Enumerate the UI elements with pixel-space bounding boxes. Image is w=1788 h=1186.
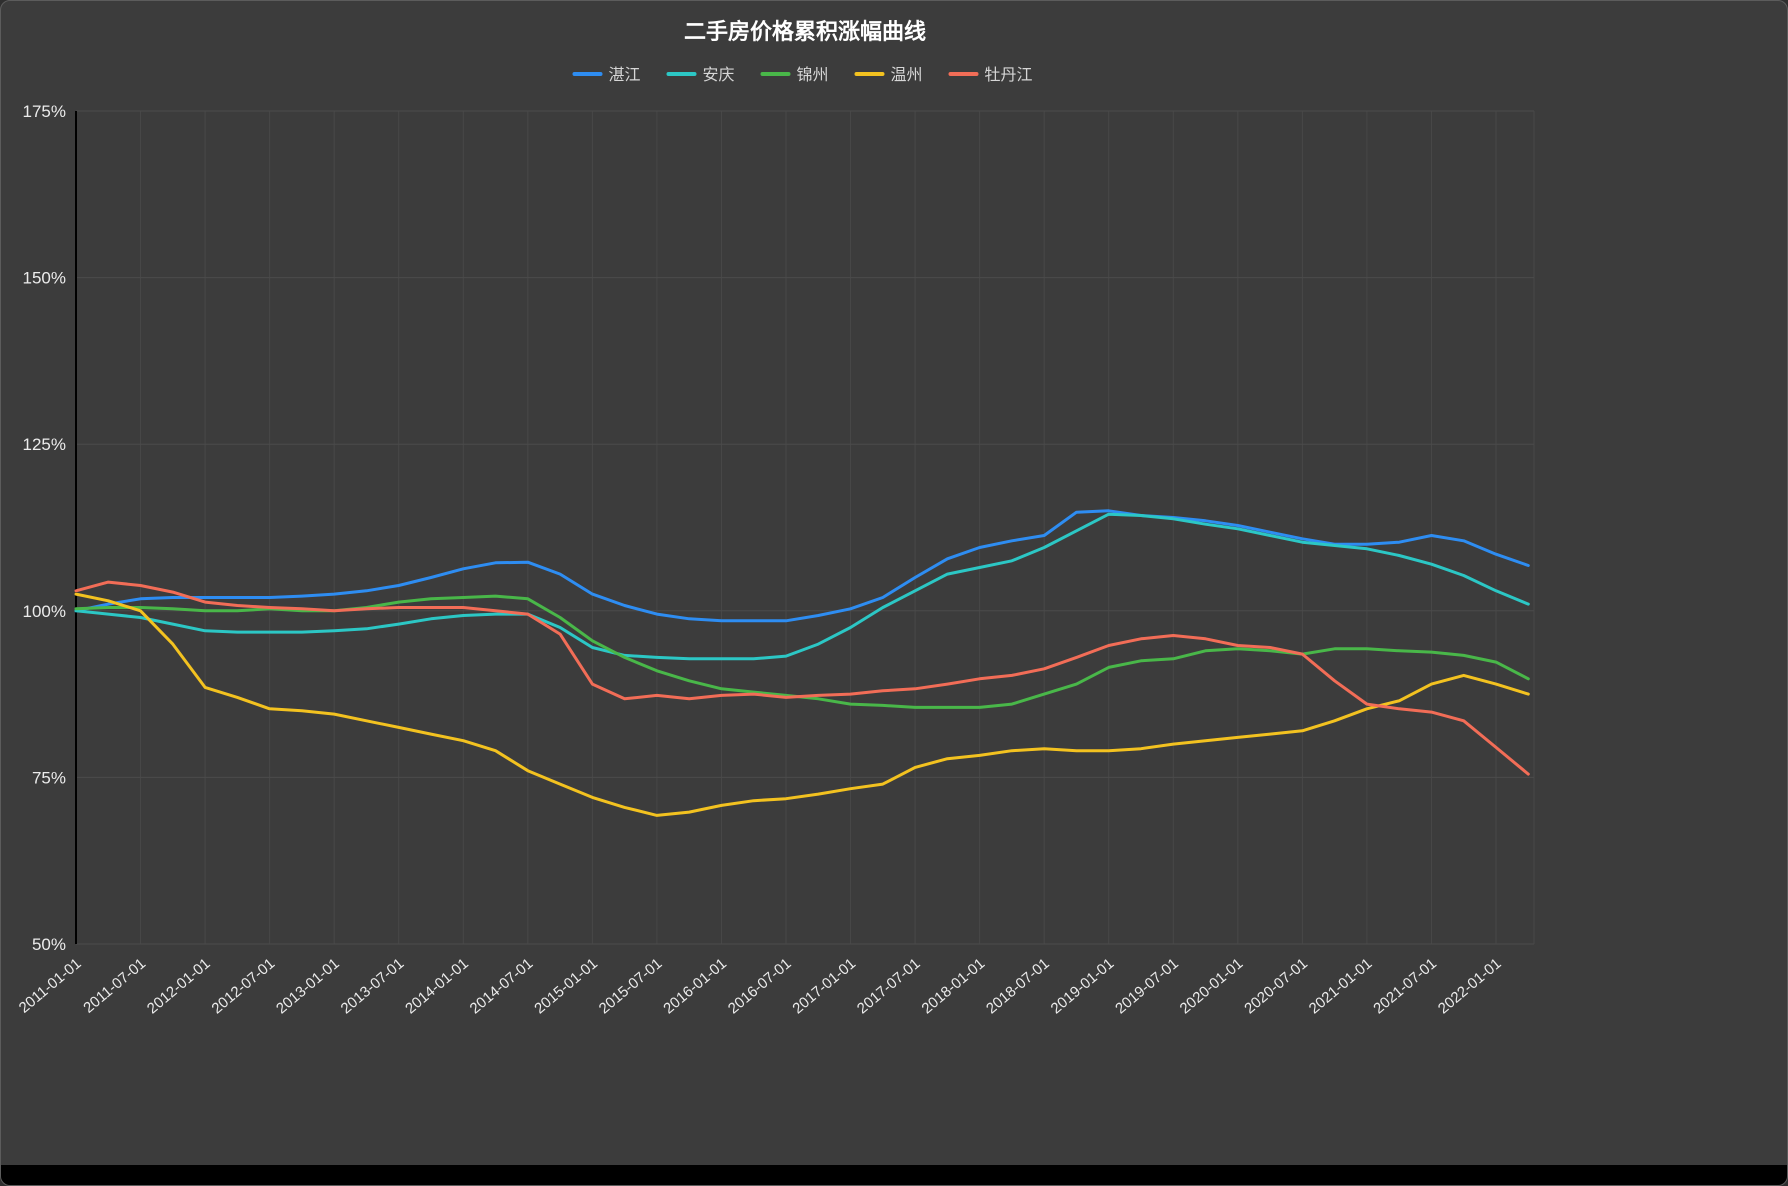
legend-item-湛江[interactable]: 湛江 [572,66,641,84]
y-axis-tick-label: 125% [23,435,66,454]
y-axis-tick-label: 75% [32,768,66,787]
legend-label: 温州 [891,66,923,84]
series-line-锦州 [74,594,1530,709]
x-axis-tick-label: 2014-01-01 [402,955,472,1017]
x-axis-tick-label: 2011-07-01 [80,955,149,1017]
plot-area: 50% 75% 100% 125% 150% 175% 2011-01-012011-07-… [16,102,1535,1017]
y-axis-tick-label: 50% [32,935,66,954]
legend-label: 湛江 [609,66,641,84]
legend-label: 牡丹江 [985,66,1033,84]
series-line-湛江 [74,509,1530,623]
x-axis-tick-label: 2016-07-01 [725,955,795,1017]
legend-label: 安庆 [703,66,735,84]
legend-label: 锦州 [797,66,829,84]
x-axis-tick-label: 2019-01-01 [1048,955,1118,1017]
y-axis-tick-label: 100% [23,602,66,621]
x-axis-tick-label: 2011-01-01 [16,955,85,1017]
legend-item-温州[interactable]: 温州 [854,66,923,84]
x-axis-tick-label: 2014-07-01 [467,955,537,1017]
series-line-牡丹江 [74,580,1530,776]
x-axis-tick-label: 2017-01-01 [789,955,859,1017]
x-axis-tick-label: 2012-07-01 [208,955,278,1017]
x-axis-tick-label: 2016-01-01 [660,955,730,1017]
legend-item-锦州[interactable]: 锦州 [760,66,829,84]
x-axis-tick-label: 2017-07-01 [854,955,924,1017]
x-axis-tick-label: 2020-07-01 [1241,955,1311,1017]
x-axis-tick-label: 2013-01-01 [273,955,343,1017]
x-axis-tick-label: 2019-07-01 [1112,955,1182,1017]
x-axis-tick-label: 2021-07-01 [1370,955,1440,1017]
bottom-bar [1,1165,1787,1185]
x-axis-tick-label: 2015-01-01 [531,955,601,1017]
x-axis-tick-label: 2018-07-01 [983,955,1053,1017]
x-axis-tick-label: 2012-01-01 [144,955,214,1017]
x-axis-tick-label: 2022-01-01 [1435,955,1505,1017]
chart-legend: 湛江 安庆 锦州 温州 牡丹江 [572,66,1033,84]
legend-item-安庆[interactable]: 安庆 [666,66,735,84]
x-axis-tick-label: 2020-01-01 [1177,955,1247,1017]
x-axis-tick-label: 2021-01-01 [1306,955,1376,1017]
y-axis-tick-label: 175% [23,102,66,121]
x-axis-tick-label: 2013-07-01 [338,955,408,1017]
x-axis-tick-label: 2018-01-01 [918,955,988,1017]
chart-title: 二手房价格累积涨幅曲线 [684,19,926,44]
x-axis-tick-label: 2015-07-01 [596,955,666,1017]
series-line-温州 [74,592,1530,817]
legend-item-牡丹江[interactable]: 牡丹江 [948,66,1033,84]
y-axis-tick-label: 150% [23,269,66,288]
series-line-安庆 [74,512,1530,661]
